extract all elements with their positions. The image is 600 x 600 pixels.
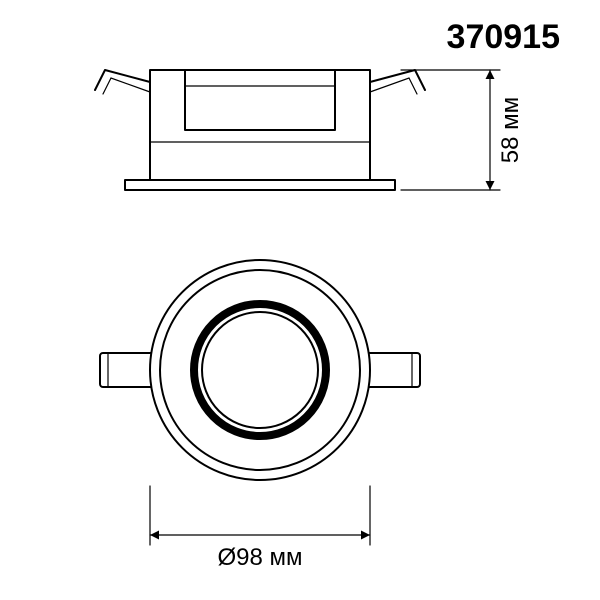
product-number: 370915 — [447, 18, 560, 57]
height-dimension-label: 58 мм — [497, 97, 524, 163]
technical-drawing: 58 мм Ø98 мм — [0, 0, 600, 600]
diameter-dimension-label: Ø98 мм — [217, 544, 302, 571]
